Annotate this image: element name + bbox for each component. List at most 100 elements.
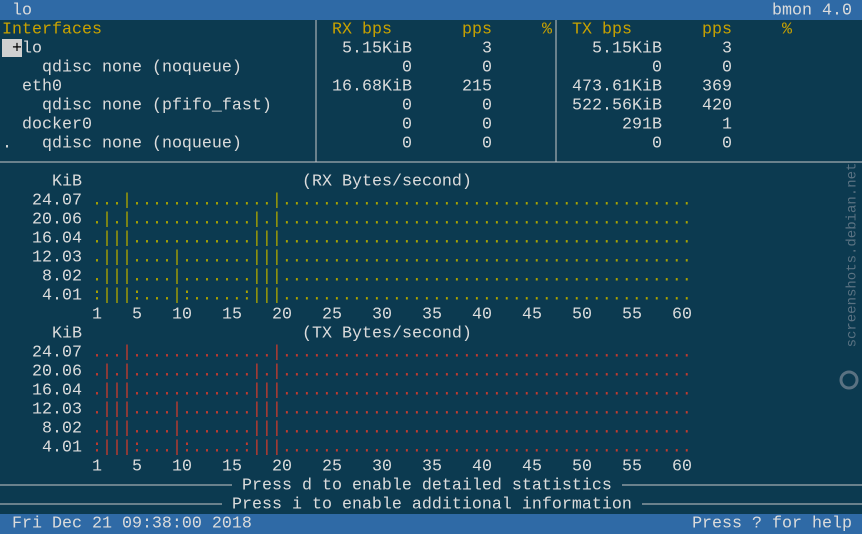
rx-bps: 0 [402,115,412,134]
graph-row: .|||............|||.....................… [92,229,692,248]
rx-bps: 16.68KiB [332,77,412,96]
interface-name: eth0 [22,77,62,96]
column-header: TX bps [572,20,632,39]
datetime: Fri Dec 21 09:38:00 2018 [12,514,252,533]
rx-pps: 0 [482,96,492,115]
interface-name: lo [22,39,42,58]
rx-pps: 3 [482,39,492,58]
column-header: % [782,20,792,39]
y-tick-label: 8.02 [42,419,82,438]
app-name: bmon 4.0 [772,1,852,20]
tx-bps: 0 [652,134,662,153]
cursor [2,39,22,57]
x-tick-label: 5 [132,305,142,324]
x-tick-label: 55 [622,457,642,476]
rx-pps: 0 [482,115,492,134]
interface-name: docker0 [22,115,92,134]
graph-row: .|||....|.......|||.....................… [92,267,692,286]
y-tick-label: 4.01 [42,438,82,457]
tx-bps: 473.61KiB [572,77,662,96]
x-tick-label: 45 [522,457,542,476]
x-tick-label: 20 [272,305,292,324]
graph-unit: KiB [52,324,82,343]
column-header: pps [702,20,732,39]
x-tick-label: 35 [422,305,442,324]
y-tick-label: 20.06 [32,210,82,229]
x-tick-label: 60 [672,305,692,324]
graph-row: .|.|............|.|.....................… [92,362,692,381]
column-header: pps [462,20,492,39]
interface-name: qdisc none (noqueue) [42,134,242,153]
tx-bps: 522.56KiB [572,96,662,115]
hint-background [232,476,622,494]
y-tick-label: 16.04 [32,381,82,400]
x-tick-label: 35 [422,457,442,476]
rx-bps: 5.15KiB [342,39,412,58]
x-tick-label: 1 [92,305,102,324]
graph-row: .|||....|.......|||.....................… [92,419,692,438]
tx-pps: 369 [702,77,732,96]
help: Press ? for help [692,514,852,533]
graph-row: .|.|............|.|.....................… [92,210,692,229]
x-tick-label: 45 [522,305,542,324]
rx-pps: 0 [482,134,492,153]
x-tick-label: 25 [322,305,342,324]
tx-pps: 0 [722,58,732,77]
y-tick-label: 8.02 [42,267,82,286]
x-tick-label: 10 [172,457,192,476]
hint: Press i to enable additional information [232,495,632,514]
tx-pps: 420 [702,96,732,115]
rx-bps: 0 [402,58,412,77]
tx-pps: 3 [722,39,732,58]
watermark-icon [839,370,859,390]
y-tick-label: 16.04 [32,229,82,248]
tx-pps: 0 [722,134,732,153]
graph-row: .|||............|||.....................… [92,381,692,400]
y-tick-label: 20.06 [32,362,82,381]
hint-background [222,495,642,513]
graph-row: ...|..............|.....................… [92,343,692,362]
y-tick-label: 12.03 [32,248,82,267]
y-tick-label: 24.07 [32,191,82,210]
x-tick-label: 50 [572,457,592,476]
graph-row: .|||....|.......|||.....................… [92,400,692,419]
x-tick-label: 40 [472,457,492,476]
interface-name: qdisc none (pfifo_fast) [42,96,272,115]
interface-name: qdisc none (noqueue) [42,58,242,77]
graph-row: :|||:...|:.....:|||.....................… [92,438,692,457]
x-tick-label: 25 [322,457,342,476]
rx-pps: 0 [482,58,492,77]
x-tick-label: 60 [672,457,692,476]
x-tick-label: 55 [622,305,642,324]
x-tick-label: 15 [222,305,242,324]
x-tick-label: 20 [272,457,292,476]
row-marker: . [2,134,12,153]
title: lo [12,1,32,20]
column-header: % [542,20,552,39]
x-tick-label: 50 [572,305,592,324]
hint: Press d to enable detailed statistics [242,476,612,495]
rx-bps: 0 [402,134,412,153]
title-bar [0,0,862,20]
x-tick-label: 15 [222,457,242,476]
x-tick-label: 10 [172,305,192,324]
graph-row: .|||....|.......|||.....................… [92,248,692,267]
graph-row: :|||:...|:.....:|||.....................… [92,286,692,305]
x-tick-label: 5 [132,457,142,476]
x-tick-label: 30 [372,305,392,324]
cursor-mark: + [12,39,22,58]
column-header: Interfaces [2,20,102,39]
graph-unit: KiB [52,172,82,191]
tx-bps: 291B [622,115,662,134]
status-bar [0,514,862,534]
y-tick-label: 12.03 [32,400,82,419]
y-tick-label: 24.07 [32,343,82,362]
tx-bps: 5.15KiB [592,39,662,58]
rx-pps: 215 [462,77,492,96]
y-tick-label: 4.01 [42,286,82,305]
tx-pps: 1 [722,115,732,134]
x-tick-label: 30 [372,457,392,476]
rx-bps: 0 [402,96,412,115]
